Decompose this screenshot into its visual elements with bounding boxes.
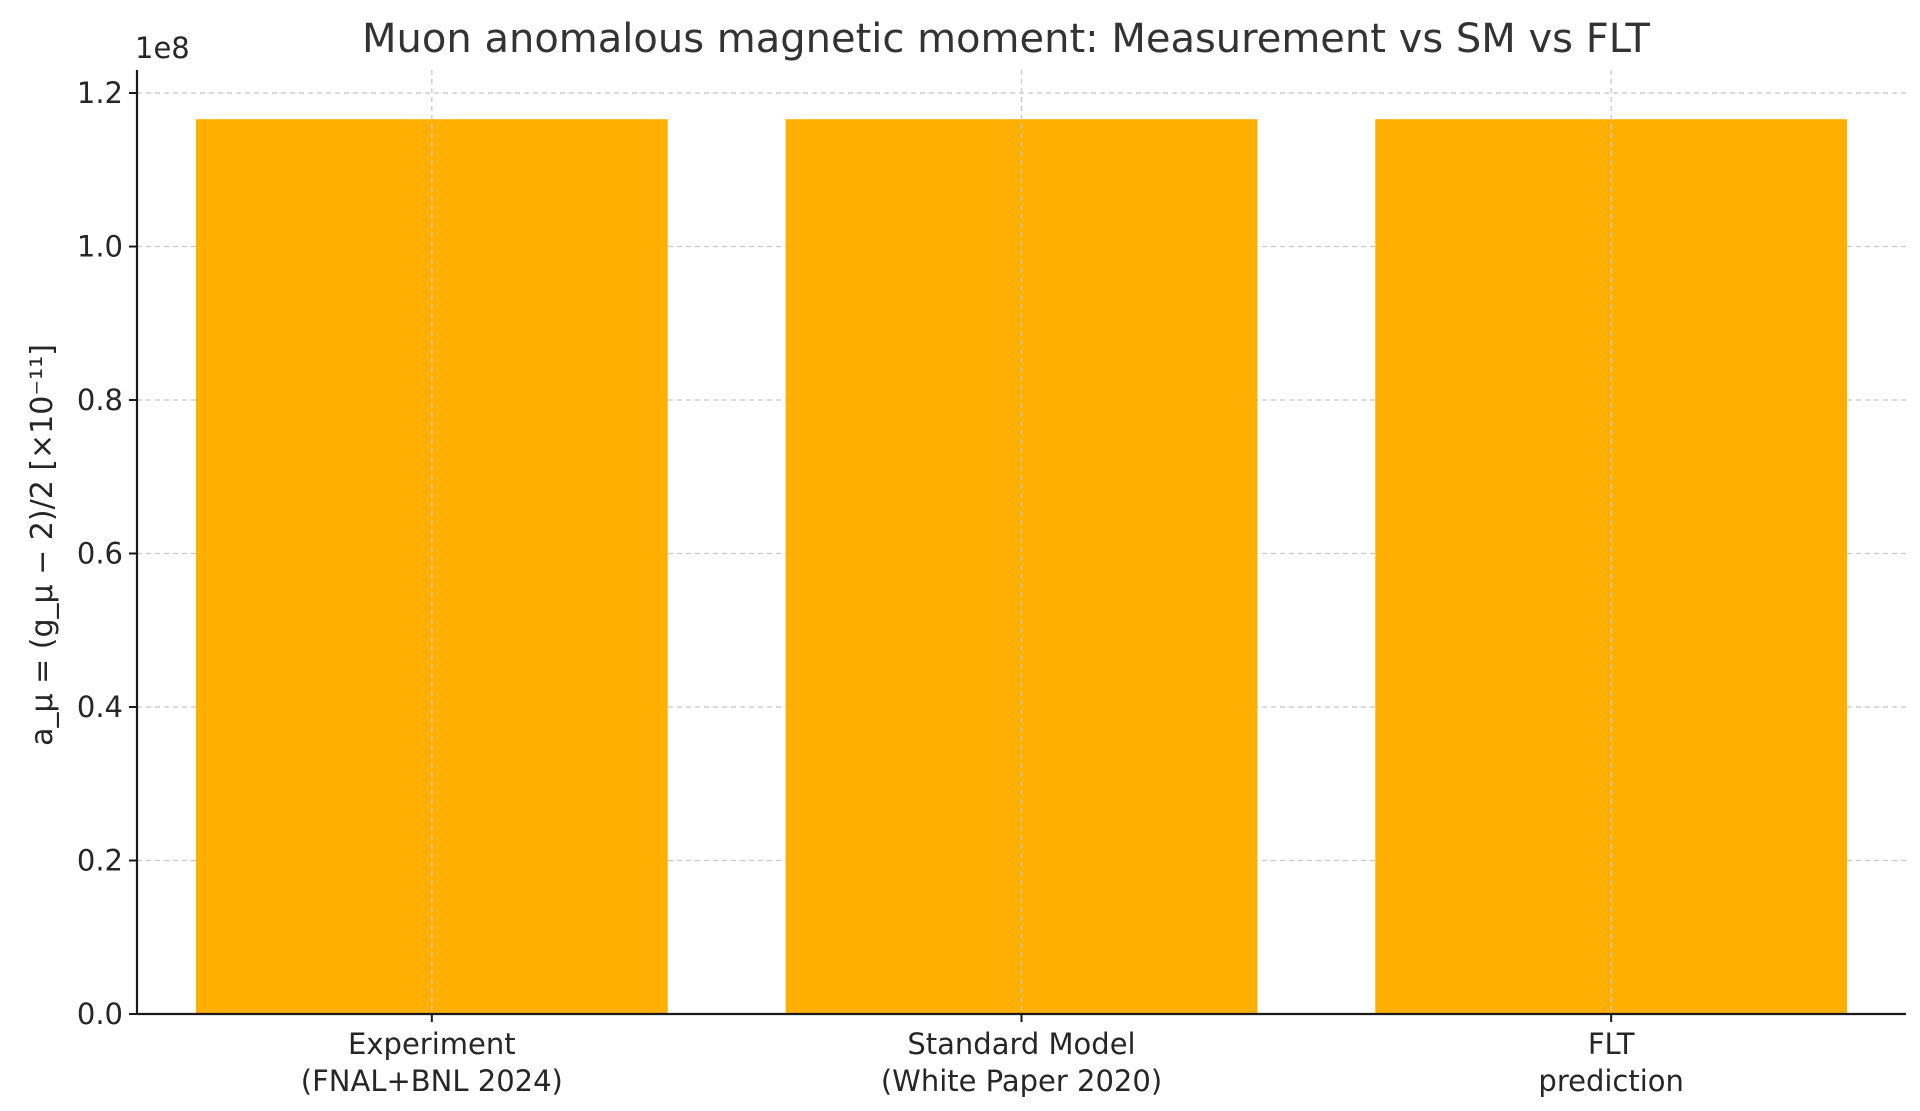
y-tick-label: 0.6 [77, 537, 123, 571]
x-tick-label: Experiment (FNAL+BNL 2024) [301, 1027, 563, 1098]
y-tick-label: 0.2 [77, 844, 123, 878]
y-tick-label: 0.4 [77, 690, 123, 724]
labels-layer: 0.0 0.2 0.4 0.6 0.8 1.0 1.2 Experiment (FNAL+BNL… [77, 76, 1684, 1098]
chart-title: Muon anomalous magnetic moment: Measurem… [362, 16, 1650, 62]
axes-layer [129, 70, 1906, 1022]
y-axis-label: a_μ = (g_μ − 2)/2 [×10⁻¹¹] [25, 344, 60, 746]
y-axis-offset-label: 1e8 [135, 31, 190, 65]
y-tick-label: 1.2 [77, 76, 123, 110]
y-tick-label: 1.0 [77, 230, 123, 264]
x-tick-label: Standard Model (White Paper 2020) [881, 1027, 1162, 1098]
y-tick-label: 0.8 [77, 383, 123, 417]
y-tick-label: 0.0 [77, 997, 123, 1031]
x-tick-label: FLT prediction [1538, 1027, 1684, 1098]
